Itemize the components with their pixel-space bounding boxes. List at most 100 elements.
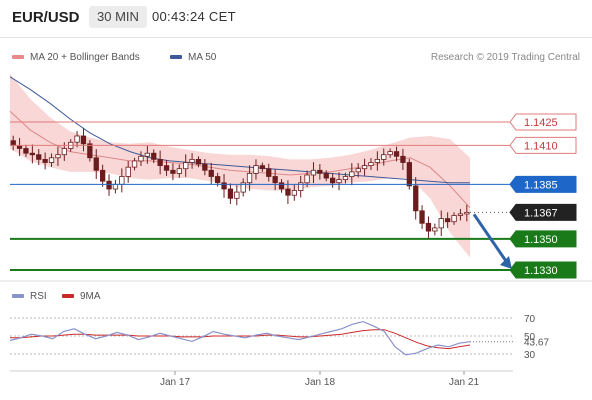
candle-body [298, 182, 304, 192]
candle-body [29, 152, 36, 156]
time-tick-label: Jan 18 [305, 377, 335, 388]
candle-body [170, 169, 176, 174]
ma20-line [9, 110, 471, 209]
rsi-label: RSI [30, 291, 47, 302]
candle-body [138, 155, 144, 162]
rsi-tick-label: 70 [524, 314, 536, 325]
candle-body [253, 165, 259, 174]
candle-body [368, 162, 374, 166]
candle-body [406, 162, 413, 187]
legend-ma50: MA 50 [170, 52, 216, 63]
candle-body [355, 168, 361, 173]
rsi-line [9, 320, 471, 356]
candle-body [202, 163, 208, 171]
candle-body [425, 222, 432, 232]
candle-body [240, 182, 246, 193]
candle-body [342, 176, 349, 180]
candle-body [349, 171, 355, 177]
time-tick-label: Jan 21 [449, 377, 479, 388]
research-credit: Research © 2019 Trading Central [430, 52, 580, 63]
candle-body [457, 213, 464, 216]
candle-body [10, 140, 16, 146]
candle-body [125, 166, 131, 177]
candle-body [387, 151, 393, 156]
candle-body [393, 151, 400, 157]
candle-body [444, 218, 451, 223]
candle-body [234, 191, 240, 199]
bollinger-swatch [12, 55, 24, 60]
candle-body [266, 168, 272, 177]
candle-body [106, 180, 112, 190]
rsi-tick-label: 50 [524, 332, 536, 343]
forecast-arrow [472, 213, 510, 265]
candle-body [74, 135, 80, 143]
candle-body [361, 165, 368, 170]
candle-body [310, 169, 317, 176]
ma50-swatch [170, 55, 182, 60]
bollinger-label: MA 20 + Bollinger Bands [30, 52, 140, 63]
clock-readout: 00:43:24 CET [152, 9, 236, 24]
symbol-title: EUR/USD [12, 9, 80, 26]
candle-body [189, 158, 195, 163]
candle-body [278, 182, 285, 190]
candle-body [336, 179, 342, 184]
time-tick-label: Jan 17 [160, 377, 190, 388]
candle-body [374, 158, 381, 163]
level-tag-1.1410 [509, 136, 577, 154]
candle-body [176, 168, 183, 174]
candle-body [323, 172, 329, 179]
legend-rsi-ma: 9MA [62, 291, 101, 302]
level-tag-1.1350 [509, 230, 577, 248]
candle-body [381, 154, 387, 160]
candle-body [93, 157, 99, 171]
candle-body [195, 158, 202, 165]
level-label-1.1425: 1.1425 [524, 117, 558, 129]
candle-body [131, 160, 138, 168]
bollinger-band [10, 73, 470, 258]
level-tag-1.1385 [509, 175, 577, 193]
rsi-ma-label: 9MA [80, 291, 101, 302]
candle-body [183, 162, 189, 170]
candle-body [272, 176, 278, 184]
level-tag-1.1425 [509, 113, 577, 131]
rsi-swatch [12, 294, 24, 299]
legend-rsi: RSI [12, 291, 47, 302]
candle-body [400, 155, 406, 163]
candle-body [329, 177, 336, 184]
timeframe-badge[interactable]: 30 MIN [89, 6, 147, 28]
legend-bollinger: MA 20 + Bollinger Bands [12, 52, 140, 63]
candle-body [55, 154, 61, 159]
candle-body [208, 169, 214, 177]
level-label-1.1385: 1.1385 [524, 179, 558, 191]
candle-body [157, 158, 163, 166]
candle-body [100, 169, 106, 182]
candle-body [214, 176, 221, 184]
candle-body [42, 158, 48, 163]
level-label-1.1330: 1.1330 [524, 265, 558, 277]
candle-body [112, 183, 119, 190]
candle-body [317, 169, 323, 174]
candle-body [163, 165, 170, 171]
rsi-tick-label: 30 [524, 350, 536, 361]
forecast-arrow-head [500, 256, 512, 269]
candle-body [413, 185, 419, 212]
candle-body [151, 152, 157, 160]
candle-body [464, 211, 470, 215]
candle-body [259, 165, 266, 170]
candle-body [419, 210, 425, 224]
candle-body [23, 148, 29, 154]
candle-body [432, 227, 438, 232]
candle-body [246, 172, 253, 184]
candle-body [144, 152, 151, 157]
level-label-1.1410: 1.1410 [524, 140, 558, 152]
candle-body [438, 218, 444, 229]
rsi-last-value: 43.67 [524, 338, 549, 349]
level-label-1.1367: 1.1367 [524, 207, 558, 219]
candle-body [304, 174, 310, 184]
level-tag-1.1367 [509, 203, 577, 221]
candle-body [48, 157, 55, 163]
ma50-line [9, 76, 470, 184]
rsi-ma-line [10, 329, 471, 350]
rsi-ma-swatch [62, 294, 74, 299]
